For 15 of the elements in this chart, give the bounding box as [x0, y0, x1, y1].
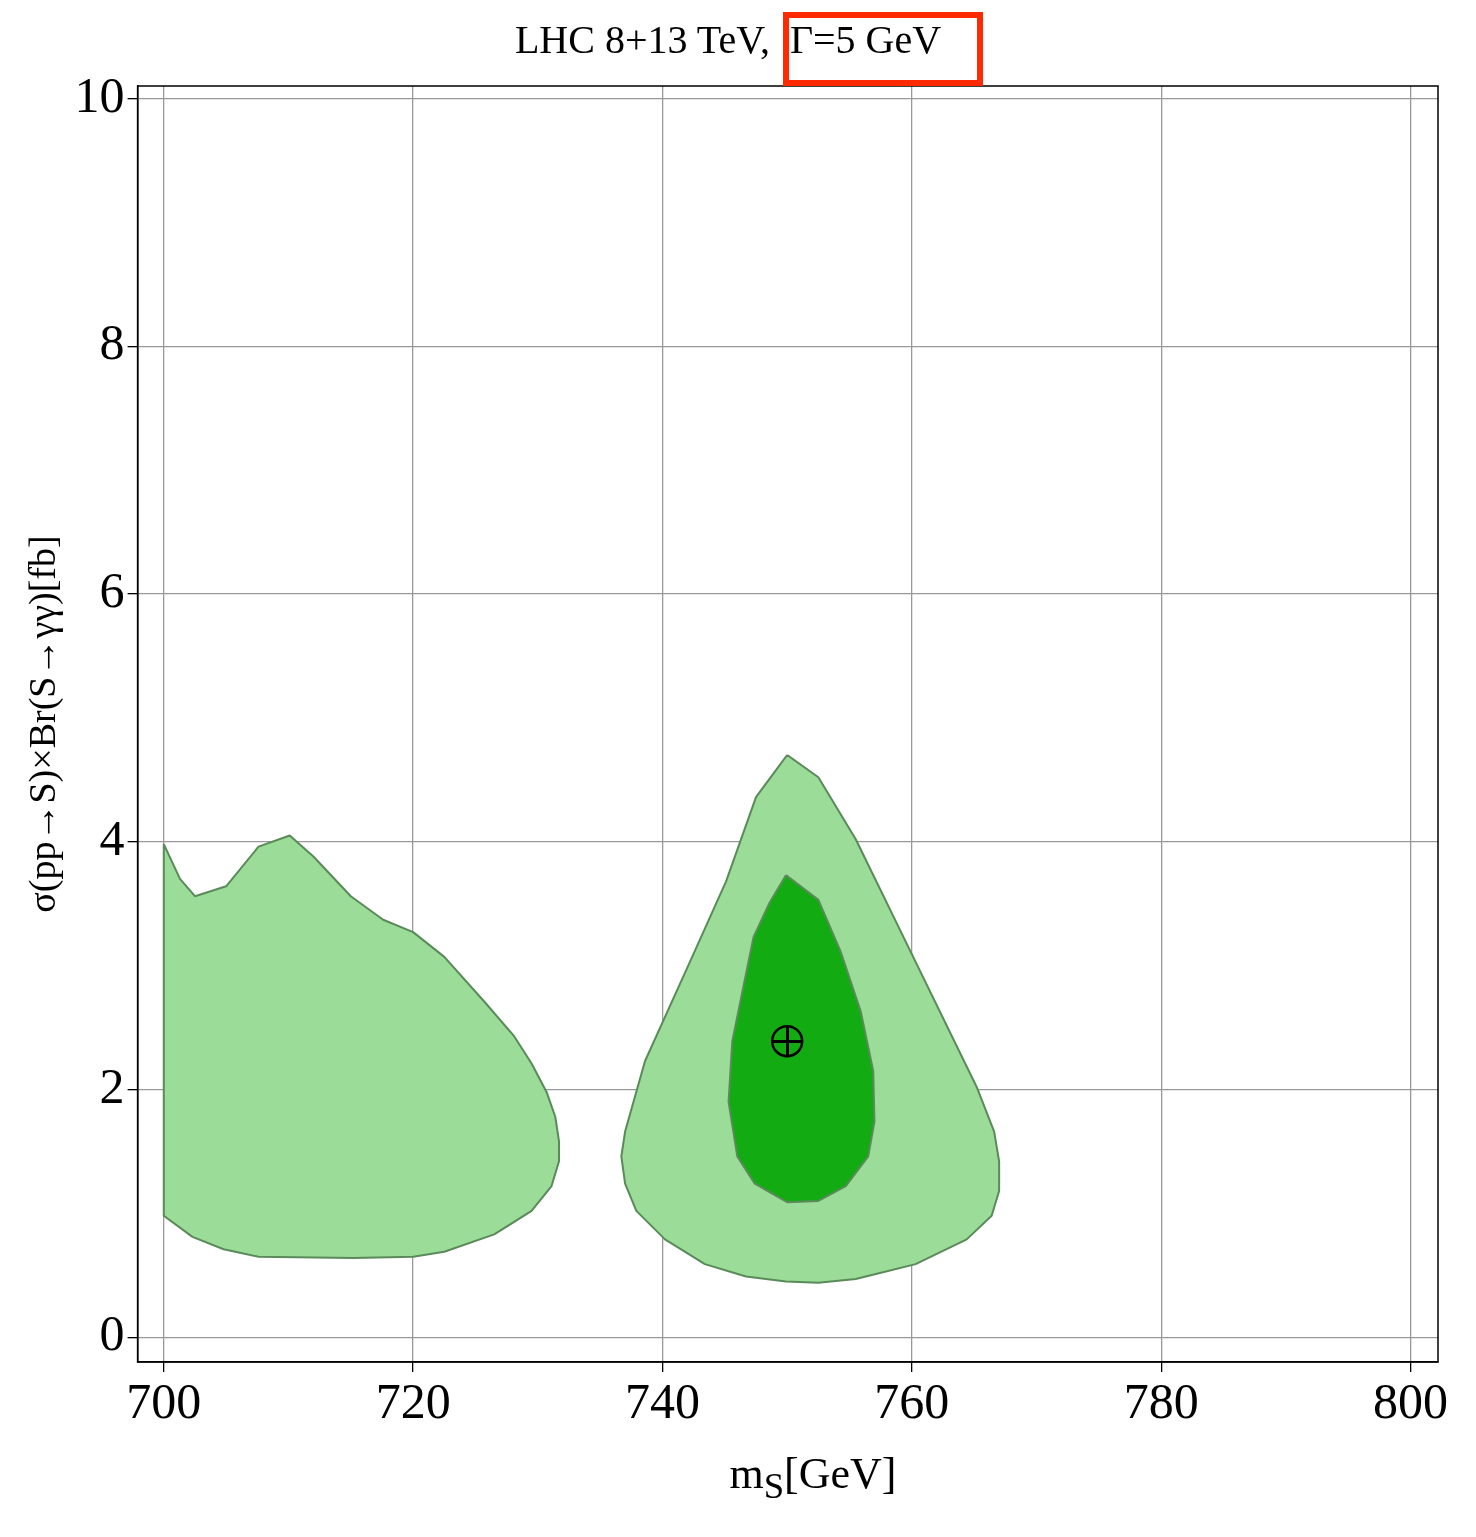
x-tick-label: 720 [375, 1373, 451, 1430]
x-tick-label: 760 [874, 1373, 950, 1430]
x-tick-label: 800 [1373, 1373, 1449, 1430]
y-tick-label: 8 [99, 314, 125, 371]
x-tick-label: 780 [1123, 1373, 1199, 1430]
x-tick-label: 740 [625, 1373, 700, 1430]
chart-title: LHC 8+13 TeV, Γ=5 GeV [514, 16, 942, 62]
x-tick-label: 700 [126, 1373, 202, 1430]
y-tick-label: 2 [99, 1057, 125, 1114]
y-tick-label: 0 [99, 1305, 125, 1362]
y-axis-title: σ(pp→S)×Br(S→γγ)[fb] [20, 535, 64, 913]
y-tick-label: 10 [74, 66, 125, 123]
y-tick-label: 4 [99, 809, 125, 866]
x-axis-title: m$_{S}$[GeV] [728, 1448, 898, 1507]
y-tick-label: 6 [99, 562, 125, 619]
